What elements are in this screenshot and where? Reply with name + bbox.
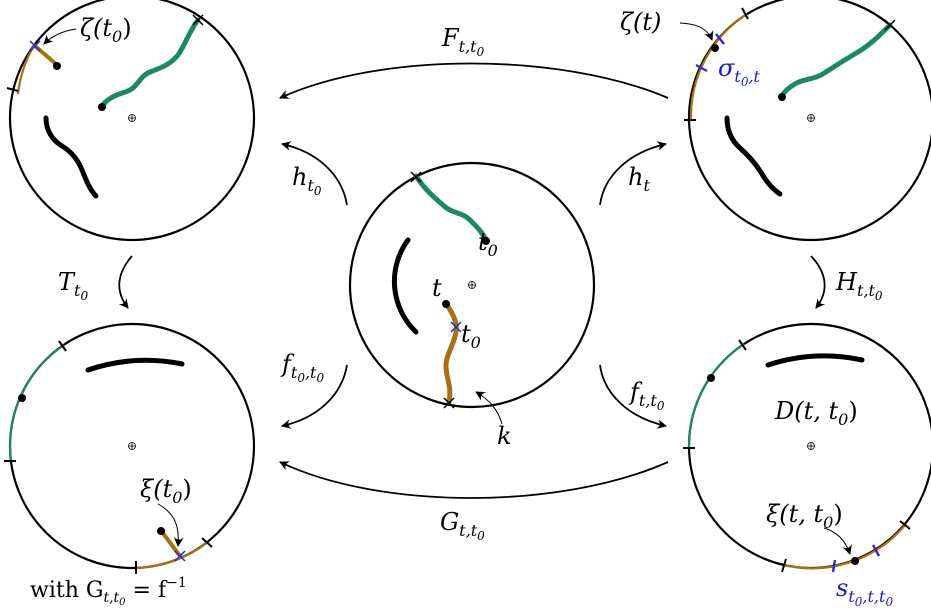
- center-mark: [128, 442, 136, 450]
- slit-black: [85, 357, 185, 373]
- curve-green: [99, 17, 201, 109]
- boundary-tick-blue: [831, 559, 837, 573]
- label-xi-t0: ξ(t0): [140, 475, 192, 507]
- label-sigma: σt0,t: [718, 54, 761, 89]
- arrow-T: [118, 255, 133, 309]
- label-f-t: ft,t0: [628, 378, 665, 413]
- footer-text: with G: [30, 578, 104, 603]
- boundary-tick: [738, 339, 747, 351]
- label-H: Ht,t0: [835, 268, 883, 303]
- disk-top-left: ζ(t0): [6, 0, 256, 242]
- center-mark: [807, 442, 815, 450]
- arrow-h-t: [599, 141, 667, 206]
- disk-top-right: ζ(t) σt0,t: [620, 0, 931, 242]
- boundary-tick: [899, 520, 911, 530]
- arrow-H: [810, 255, 826, 309]
- footer-caption: with Gt,t0 = f−1: [30, 575, 187, 608]
- slit-black: [391, 237, 419, 335]
- label-k: k: [497, 422, 512, 450]
- slit-black: [43, 115, 99, 199]
- boundary-arc-brown: [783, 523, 907, 570]
- arrow-G: [279, 461, 669, 499]
- label-s: st0,t,t0: [836, 574, 893, 609]
- boundary-tick-blue: [715, 33, 725, 45]
- cross-icon-blue: [174, 550, 186, 562]
- label-t0-mid: t0: [461, 320, 481, 352]
- pointer-arrow: [43, 28, 77, 45]
- boundary-tick: [58, 340, 67, 352]
- disk-boundary: [348, 161, 596, 409]
- center-mark: [468, 281, 476, 289]
- disk-center: t0 t t0 k: [348, 161, 596, 450]
- arrow-h-t0: [281, 141, 348, 206]
- boundary-cross: [410, 171, 422, 183]
- slit-black: [724, 115, 783, 197]
- label-zeta-t0: ζ(t0): [80, 14, 132, 46]
- footer-sub: t,t: [103, 590, 120, 606]
- arrow-f-t0: [281, 364, 348, 429]
- boundary-tick-blue: [695, 63, 708, 73]
- boundary-point: [851, 557, 859, 565]
- curve-endpoint: [778, 93, 786, 101]
- boundary-tick: [201, 537, 213, 548]
- curve-endpoint: [98, 103, 106, 111]
- arrow-F: [279, 62, 669, 99]
- boundary-arc-green: [9, 344, 65, 462]
- label-xi: ξ(t, t0): [766, 500, 843, 532]
- label-T: Tt0: [58, 268, 88, 303]
- boundary-cross: [443, 397, 455, 409]
- boundary-cross: [884, 19, 896, 31]
- footer-sup: −1: [166, 575, 187, 591]
- label-t0-top: t0: [478, 228, 498, 260]
- footer-subsub: 0: [119, 597, 126, 608]
- label-D: D(t, t0): [774, 397, 858, 429]
- cross-icon-blue: [450, 321, 462, 333]
- disk-bottom-right: D(t, t0) ξ(t, t0) st0,t,t0: [683, 322, 931, 609]
- cross-icon-blue: [29, 40, 41, 52]
- curve-endpoint: [53, 62, 61, 70]
- boundary-arc-brown: [689, 13, 748, 121]
- label-F: Ft,t0: [441, 24, 485, 59]
- slit-black: [765, 353, 865, 368]
- center-mark: [807, 114, 815, 122]
- boundary-tick: [741, 7, 749, 20]
- label-G: Gt,t0: [440, 508, 485, 543]
- curve-endpoint: [442, 300, 450, 308]
- boundary-point: [18, 394, 26, 402]
- boundary-point: [711, 44, 719, 52]
- boundary-tick: [6, 87, 19, 92]
- curve-endpoint: [157, 527, 165, 535]
- pointer-arrow: [475, 391, 503, 425]
- label-t-mid: t: [432, 274, 442, 302]
- label-h-t: ht: [628, 163, 650, 195]
- boundary-arc-brown: [134, 541, 209, 570]
- disk-boundary: [8, 0, 256, 242]
- curve-green: [779, 22, 893, 99]
- pointer-arrow: [823, 527, 852, 555]
- label-h-t0: ht0: [292, 163, 322, 198]
- boundary-arc-green: [687, 343, 745, 449]
- label-zeta-t: ζ(t): [620, 8, 661, 36]
- boundary-point: [707, 374, 715, 382]
- center-mark: [128, 114, 136, 122]
- disk-bottom-left: ξ(t0): [4, 322, 256, 574]
- pointer-arrow: [157, 503, 184, 547]
- boundary-tick: [781, 558, 787, 573]
- curve-green: [413, 173, 489, 243]
- boundary-cross: [192, 14, 204, 26]
- curve-brown: [443, 301, 459, 405]
- disk-boundary: [687, 0, 931, 242]
- arrow-f-t: [599, 364, 667, 429]
- map-arrows: [118, 62, 826, 499]
- pointer-arrow: [679, 22, 714, 41]
- curve-endpoint: [482, 237, 490, 245]
- footer-eq: = f: [125, 578, 167, 603]
- boundary-tick-blue: [871, 544, 881, 557]
- label-f-t0: ft0,t0: [280, 350, 324, 385]
